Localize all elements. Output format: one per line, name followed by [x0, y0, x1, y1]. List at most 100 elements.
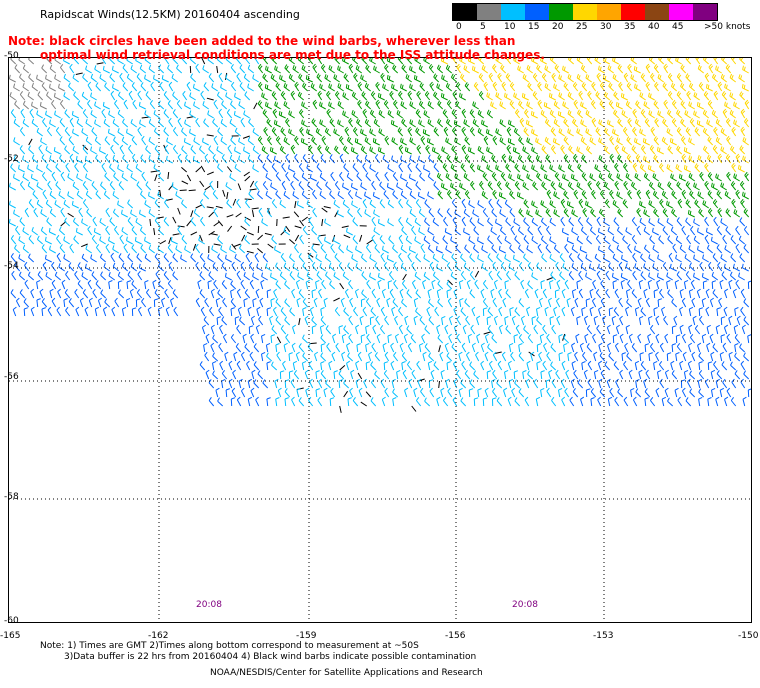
wind-barb [117, 109, 125, 119]
wind-barb [712, 145, 719, 155]
wind-barb [694, 127, 701, 137]
wind-barb [536, 306, 541, 317]
wind-barb [220, 118, 227, 128]
wind-barb [364, 191, 371, 200]
wind-barb [255, 396, 260, 407]
wind-barb [230, 288, 235, 299]
wind-barb [653, 208, 660, 218]
wind-barb [330, 387, 336, 398]
wind-barb [315, 254, 322, 263]
wind-barb [744, 99, 750, 110]
wind-barb [348, 117, 354, 128]
wind-barb [618, 81, 624, 92]
wind-barb [671, 190, 678, 200]
wind-barb [491, 334, 498, 344]
wind-barb [468, 236, 475, 245]
wind-barb [110, 144, 116, 155]
wind-barb [544, 83, 551, 92]
wind-barb [477, 388, 482, 398]
wind-barb [222, 333, 228, 344]
wind-barb [648, 254, 655, 263]
wind-barb [210, 233, 218, 236]
wind-barb [581, 82, 588, 92]
wind-barb [22, 100, 30, 110]
wind-barb [724, 101, 731, 110]
credit-line: NOAA/NESDIS/Center for Satellite Applica… [210, 668, 483, 678]
wind-barb [306, 164, 313, 173]
wind-barb [574, 351, 579, 362]
wind-barb [573, 99, 579, 110]
wind-barb [688, 155, 695, 164]
wind-barb [371, 234, 377, 245]
wind-barb [64, 217, 71, 227]
wind-barb [564, 243, 570, 254]
wind-barb [597, 360, 603, 371]
wind-barb [717, 153, 723, 164]
wind-barb [632, 108, 638, 119]
wind-barb [596, 270, 602, 281]
wind-barb [403, 333, 408, 344]
wind-barb [77, 262, 84, 272]
colorbar-label: 0 [456, 22, 462, 32]
wind-barb [698, 307, 704, 317]
wind-barb [545, 244, 552, 254]
wind-barb [480, 360, 485, 371]
wind-barb [561, 227, 569, 236]
wind-barb [131, 280, 138, 290]
wind-barb [358, 387, 363, 398]
wind-barb [598, 155, 605, 164]
wind-barb [199, 199, 206, 209]
wind-barb [18, 254, 25, 263]
wind-barb [104, 172, 111, 182]
wind-barb [159, 240, 167, 245]
wind-barb [49, 208, 57, 218]
wind-barb [402, 369, 408, 380]
wind-barb [343, 325, 350, 335]
wind-barb [711, 182, 718, 191]
wind-barb [490, 101, 497, 110]
wind-barb [689, 190, 696, 200]
wind-barb [544, 118, 552, 128]
wind-barb [432, 271, 440, 281]
wind-barb [360, 401, 367, 407]
wind-barb [417, 378, 422, 389]
wind-barb [53, 147, 61, 155]
wind-barb [481, 155, 488, 164]
wind-barb [311, 325, 317, 335]
wind-barb [690, 333, 696, 344]
wind-barb [105, 207, 111, 218]
wind-barb [69, 153, 75, 164]
wind-barb [571, 227, 578, 236]
wind-barb [165, 198, 173, 201]
wind-barb [290, 378, 296, 389]
wind-barb [364, 154, 372, 164]
wind-barb [45, 199, 53, 209]
wind-barb [371, 180, 377, 191]
wind-barb [305, 75, 313, 83]
wind-barb [81, 272, 88, 281]
wind-barb [91, 127, 98, 137]
wind-barb [252, 128, 259, 137]
wind-barb [570, 306, 575, 317]
wind-barb [713, 216, 719, 227]
wind-barb [560, 378, 566, 389]
wind-barb [90, 73, 98, 83]
wind-barb [36, 298, 41, 308]
wind-barb [156, 216, 164, 219]
wind-barb [517, 65, 524, 74]
wind-barb [205, 333, 210, 344]
wind-barb [549, 164, 556, 173]
wind-barb [221, 280, 228, 290]
wind-barb [675, 334, 681, 344]
wind-barb [361, 91, 368, 101]
wind-barb [253, 343, 260, 353]
wind-barb [719, 387, 725, 398]
wind-barb [154, 145, 161, 155]
wind-barb [399, 342, 404, 353]
wind-barb [415, 289, 422, 299]
wind-barb [421, 333, 426, 344]
wind-barb [348, 63, 354, 74]
wind-barb [680, 100, 687, 110]
wind-barb [441, 315, 446, 326]
wind-barb [716, 190, 723, 200]
